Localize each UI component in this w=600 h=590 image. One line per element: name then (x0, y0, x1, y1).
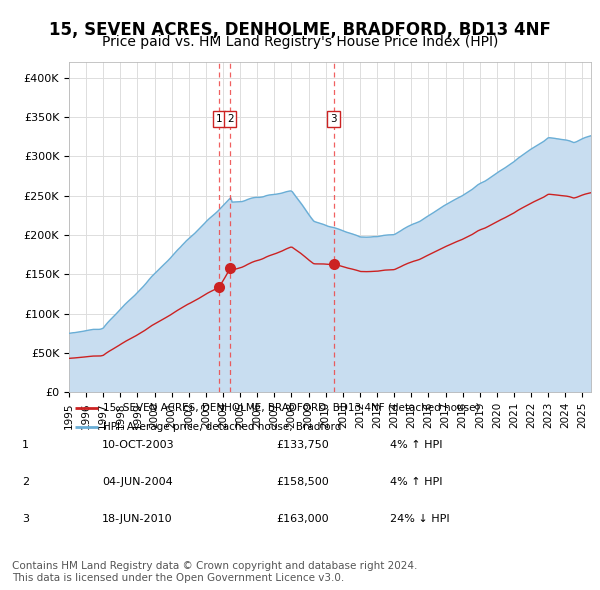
Text: 4% ↑ HPI: 4% ↑ HPI (390, 441, 443, 450)
Text: £133,750: £133,750 (276, 441, 329, 450)
Text: £158,500: £158,500 (276, 477, 329, 487)
Text: Contains HM Land Registry data © Crown copyright and database right 2024.
This d: Contains HM Land Registry data © Crown c… (12, 561, 418, 583)
Text: 10-OCT-2003: 10-OCT-2003 (102, 441, 175, 450)
Text: 4% ↑ HPI: 4% ↑ HPI (390, 477, 443, 487)
Text: 15, SEVEN ACRES, DENHOLME, BRADFORD, BD13 4NF: 15, SEVEN ACRES, DENHOLME, BRADFORD, BD1… (49, 21, 551, 39)
Text: 04-JUN-2004: 04-JUN-2004 (102, 477, 173, 487)
Text: HPI: Average price, detached house, Bradford: HPI: Average price, detached house, Brad… (103, 422, 341, 432)
Text: 2: 2 (22, 477, 29, 487)
Text: Price paid vs. HM Land Registry's House Price Index (HPI): Price paid vs. HM Land Registry's House … (102, 35, 498, 50)
Text: 15, SEVEN ACRES, DENHOLME, BRADFORD, BD13 4NF (detached house): 15, SEVEN ACRES, DENHOLME, BRADFORD, BD1… (103, 403, 479, 412)
Text: £163,000: £163,000 (276, 514, 329, 523)
Text: 3: 3 (22, 514, 29, 523)
Text: 1: 1 (22, 441, 29, 450)
Text: 2: 2 (227, 114, 233, 124)
Text: 24% ↓ HPI: 24% ↓ HPI (390, 514, 449, 523)
Text: 3: 3 (330, 114, 337, 124)
Text: 1: 1 (216, 114, 223, 124)
Text: 18-JUN-2010: 18-JUN-2010 (102, 514, 173, 523)
